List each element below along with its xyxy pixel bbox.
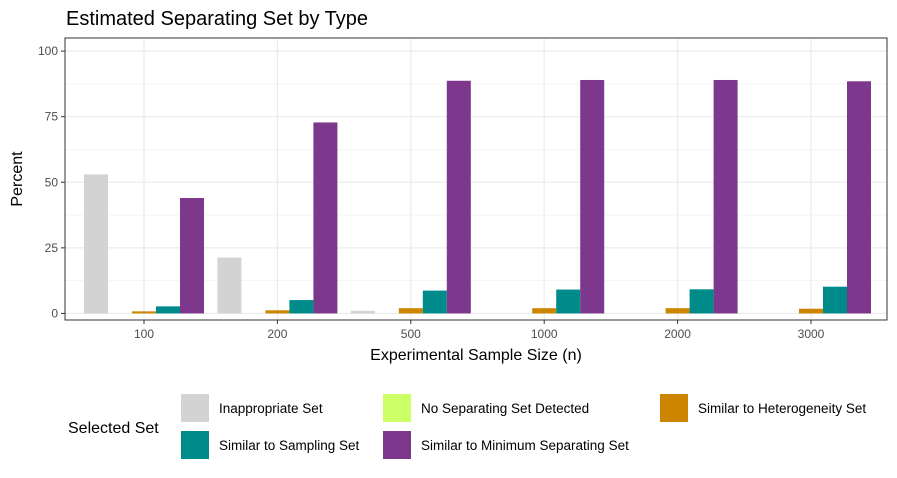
bar-inappropriate-set-200 bbox=[217, 257, 242, 314]
legend-title: Selected Set bbox=[68, 420, 159, 437]
y-tick-label: 0 bbox=[51, 306, 58, 320]
legend-key bbox=[383, 394, 411, 422]
bar-similar-to-minimum-separating-set-2000 bbox=[713, 79, 738, 314]
bar-similar-to-sampling-set-3000 bbox=[823, 286, 847, 314]
bar-similar-to-sampling-set-200 bbox=[289, 300, 314, 314]
bar-similar-to-minimum-separating-set-200 bbox=[313, 122, 338, 314]
x-tick-label: 100 bbox=[134, 327, 154, 341]
x-axis: 100 200 500 1000 2000 3000 bbox=[134, 320, 825, 341]
legend-label: Inappropriate Set bbox=[219, 401, 323, 416]
y-axis: 0 25 50 75 100 bbox=[38, 44, 65, 320]
bar-similar-to-minimum-separating-set-1000 bbox=[580, 79, 605, 314]
legend-label: Similar to Sampling Set bbox=[219, 438, 360, 453]
bar-similar-to-heterogeneity-set-2000 bbox=[665, 308, 690, 314]
x-tick-label: 1000 bbox=[531, 327, 558, 341]
y-tick-label: 25 bbox=[45, 241, 59, 255]
y-tick-label: 50 bbox=[45, 175, 59, 189]
bar-similar-to-sampling-set-500 bbox=[422, 290, 447, 314]
bar-similar-to-minimum-separating-set-100 bbox=[180, 198, 204, 314]
legend-key bbox=[181, 394, 209, 422]
bar-similar-to-heterogeneity-set-100 bbox=[132, 311, 156, 314]
bar-similar-to-heterogeneity-set-200 bbox=[265, 310, 290, 314]
x-tick-label: 3000 bbox=[798, 327, 825, 341]
bar-similar-to-heterogeneity-set-3000 bbox=[799, 308, 823, 314]
bar-inappropriate-set-100 bbox=[84, 174, 108, 314]
bars bbox=[84, 79, 871, 314]
chart-title: Estimated Separating Set by Type bbox=[66, 8, 368, 30]
bar-similar-to-minimum-separating-set-3000 bbox=[847, 81, 871, 314]
bar-similar-to-heterogeneity-set-500 bbox=[398, 308, 423, 314]
bar-similar-to-heterogeneity-set-1000 bbox=[532, 308, 557, 314]
legend-label: Similar to Minimum Separating Set bbox=[421, 438, 629, 453]
legend-key bbox=[660, 394, 688, 422]
y-axis-title: Percent bbox=[9, 151, 26, 207]
legend-label: Similar to Heterogeneity Set bbox=[698, 401, 866, 416]
legend-label: No Separating Set Detected bbox=[421, 401, 589, 416]
x-axis-title: Experimental Sample Size (n) bbox=[370, 347, 582, 364]
legend-key bbox=[181, 431, 209, 459]
bar-similar-to-sampling-set-1000 bbox=[556, 289, 581, 314]
bar-inappropriate-set-500 bbox=[350, 310, 375, 314]
y-tick-label: 75 bbox=[45, 110, 59, 124]
x-tick-label: 2000 bbox=[664, 327, 691, 341]
legend-key bbox=[383, 431, 411, 459]
y-tick-label: 100 bbox=[38, 44, 58, 58]
x-tick-label: 500 bbox=[401, 327, 421, 341]
legend: Inappropriate Set No Separating Set Detec… bbox=[181, 394, 866, 459]
bar-similar-to-sampling-set-100 bbox=[156, 306, 180, 314]
panel-border bbox=[64, 37, 888, 321]
bar-similar-to-sampling-set-2000 bbox=[689, 289, 714, 314]
bar-similar-to-minimum-separating-set-500 bbox=[446, 80, 471, 314]
x-tick-label: 200 bbox=[267, 327, 287, 341]
